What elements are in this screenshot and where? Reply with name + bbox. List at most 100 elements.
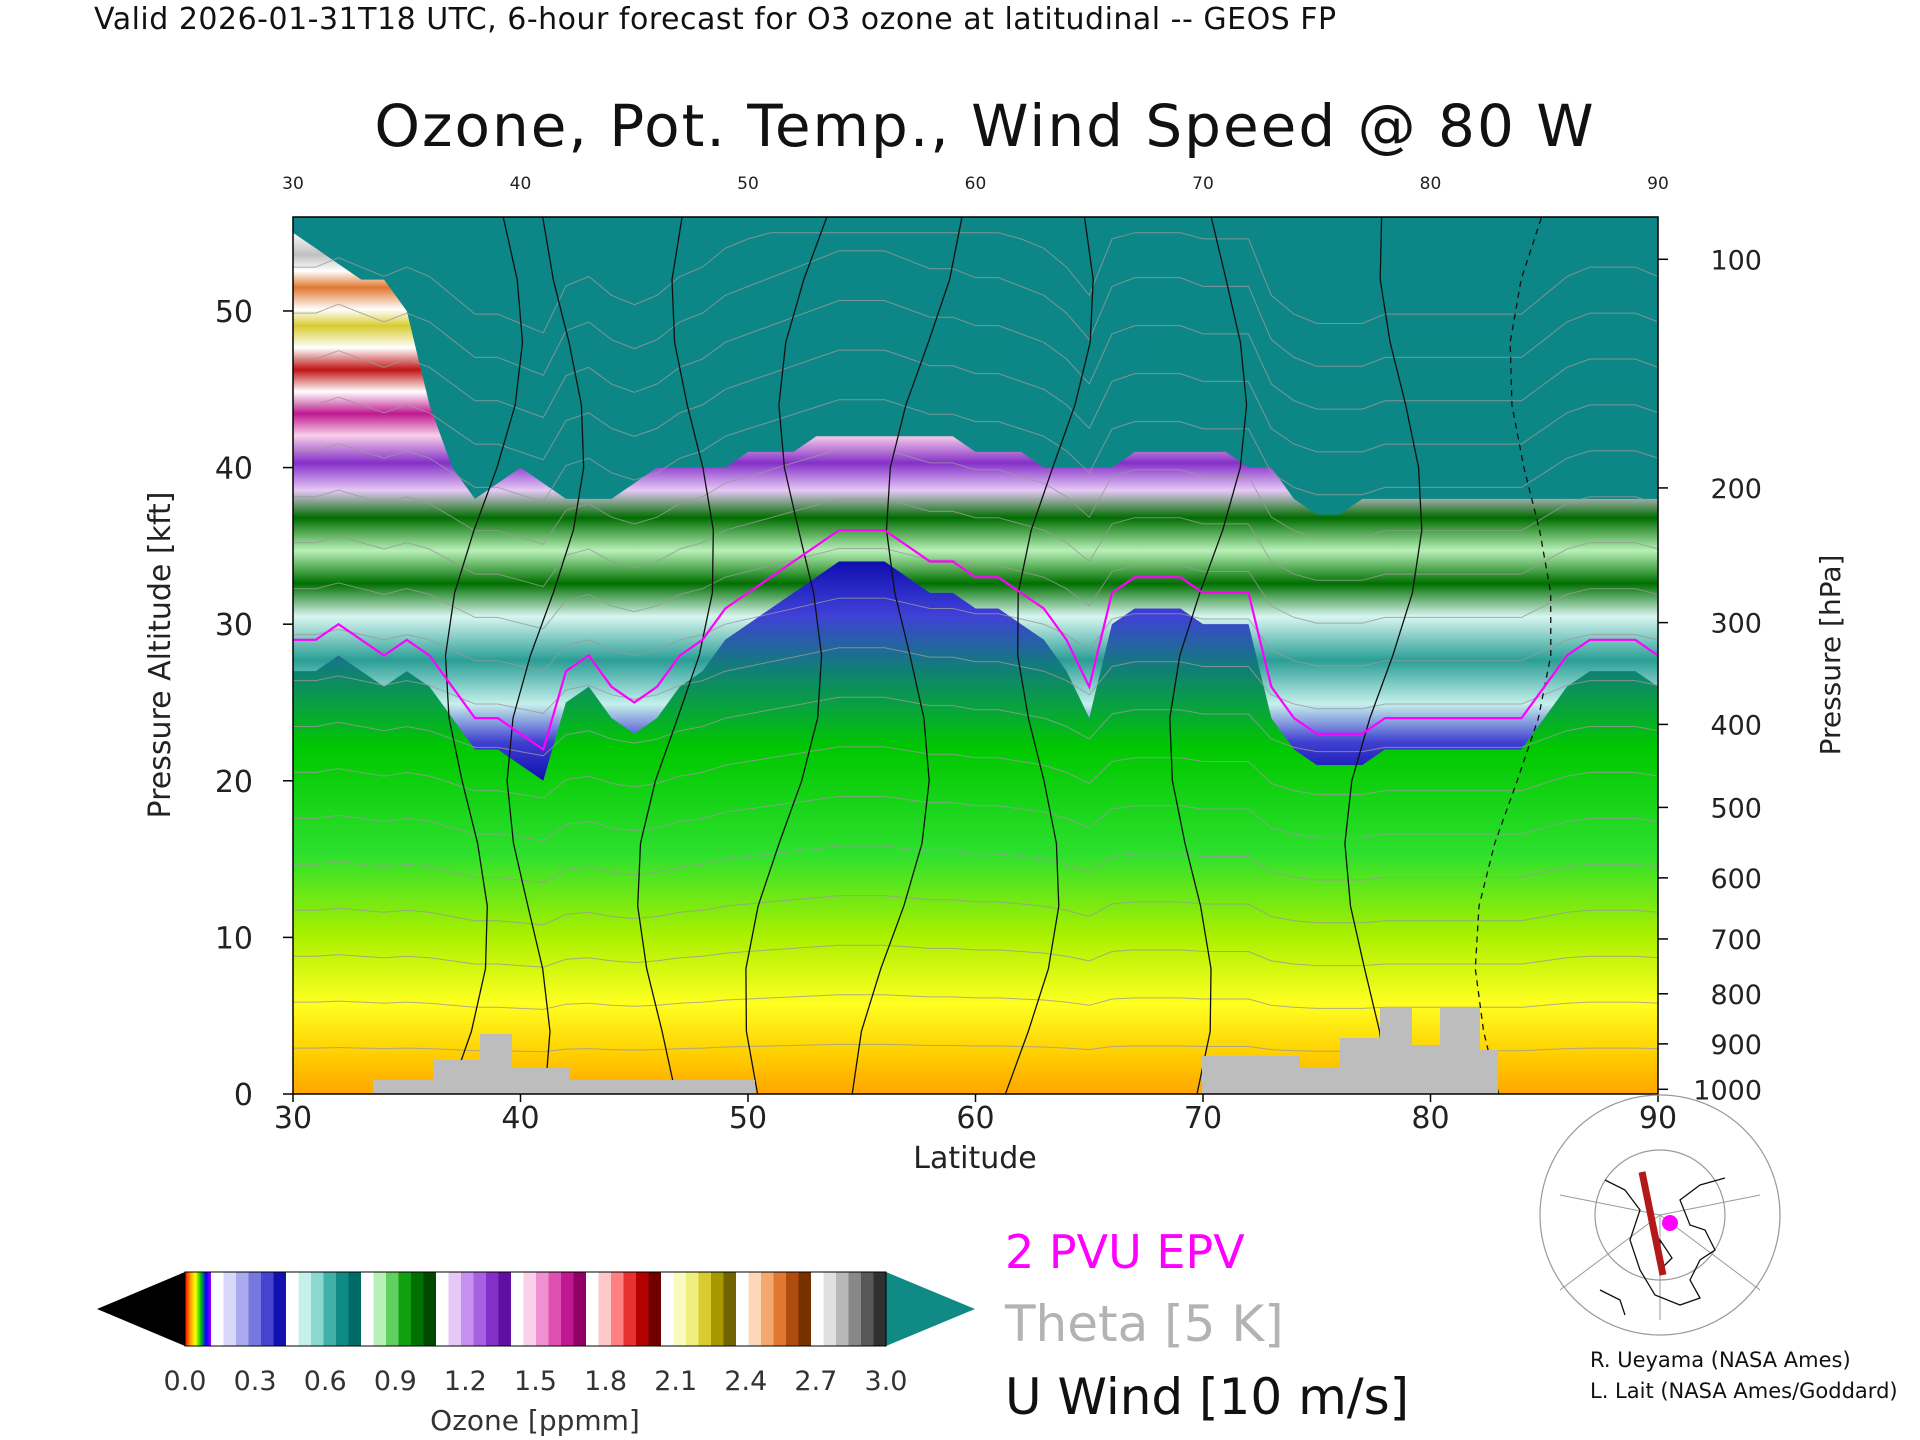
y-tick-label: 50 bbox=[215, 295, 253, 330]
colorbar-cell bbox=[786, 1272, 800, 1346]
colorbar-low-arrow bbox=[97, 1272, 185, 1346]
theta-contour-line bbox=[293, 597, 1658, 672]
colorbar-cell bbox=[536, 1272, 550, 1346]
pressure-tick-label: 200 bbox=[1710, 474, 1762, 505]
colorbar-cell bbox=[486, 1272, 500, 1346]
u-wind-contour-line bbox=[745, 217, 828, 1094]
colorbar-tick-label: 2.4 bbox=[724, 1366, 767, 1397]
x-top-tick-label: 30 bbox=[282, 174, 304, 194]
y-tick-label: 40 bbox=[215, 452, 253, 487]
colorbar-cell bbox=[248, 1272, 262, 1346]
theta-contour-line bbox=[293, 349, 1658, 461]
y-axis: 0 10 20 30 40 50 bbox=[215, 295, 293, 1113]
epv-2pvu-contour bbox=[293, 529, 1658, 752]
terrain-east bbox=[1202, 1008, 1498, 1094]
colorbar-cell bbox=[286, 1272, 300, 1346]
y-axis-label: Pressure Altitude [kft] bbox=[143, 492, 178, 819]
troposphere-ozone-band bbox=[293, 561, 1658, 1094]
colorbar-cell bbox=[698, 1272, 712, 1346]
colorbar-cell bbox=[873, 1272, 887, 1346]
colorbar-cell bbox=[836, 1272, 850, 1346]
colorbar-high-arrow bbox=[886, 1272, 975, 1346]
theta-contour-line bbox=[293, 647, 1658, 714]
x-axis: 30 40 50 60 70 80 90 bbox=[274, 1094, 1677, 1136]
pressure-tick-label: 900 bbox=[1710, 1030, 1762, 1061]
colorbar-cell bbox=[386, 1272, 400, 1346]
terrain-west bbox=[373, 1034, 755, 1094]
x-tick-label: 60 bbox=[956, 1101, 994, 1136]
theta-contour-line bbox=[293, 696, 1658, 757]
theta-contour-line bbox=[293, 994, 1658, 1010]
colorbar-cell bbox=[511, 1272, 525, 1346]
u-wind-contour-line bbox=[1004, 217, 1094, 1094]
colorbar-cell bbox=[261, 1272, 275, 1346]
colorbar-tick-label: 3.0 bbox=[865, 1366, 908, 1397]
credit-line-2: L. Lait (NASA Ames/Goddard) bbox=[1590, 1379, 1898, 1403]
stratosphere-ozone-band bbox=[293, 232, 1658, 781]
x-tick-label: 30 bbox=[274, 1101, 312, 1136]
colorbar-cell bbox=[373, 1272, 387, 1346]
x-tick-label: 40 bbox=[501, 1101, 539, 1136]
inset-meridian-4 bbox=[1659, 1194, 1761, 1216]
colorbar-cell bbox=[548, 1272, 562, 1346]
inset-section-line bbox=[1638, 1171, 1667, 1276]
location-inset-map bbox=[1539, 1094, 1781, 1336]
inset-meridian-1 bbox=[1559, 1214, 1661, 1291]
legend-theta: Theta [5 K] bbox=[1005, 1295, 1284, 1353]
colorbar-cell bbox=[736, 1272, 750, 1346]
colorbar-frame bbox=[184, 1271, 887, 1347]
colorbar-cell bbox=[636, 1272, 650, 1346]
colorbar-cell bbox=[573, 1272, 587, 1346]
inset-lat-circle-2 bbox=[1539, 1094, 1781, 1336]
colorbar-tick-label: 0.9 bbox=[374, 1366, 417, 1397]
theta-contour-line bbox=[293, 795, 1658, 841]
colorbar-cell bbox=[773, 1272, 787, 1346]
colorbar-cell bbox=[761, 1272, 775, 1346]
pressure-axis-label: Pressure [hPa] bbox=[1814, 555, 1847, 756]
colorbar-cell bbox=[223, 1272, 237, 1346]
colorbar-cell bbox=[273, 1272, 287, 1346]
colorbar-tick-label: 1.5 bbox=[514, 1366, 557, 1397]
pressure-axis: 100 200 300 400 500 600 700 800 900 1000 bbox=[1658, 245, 1762, 1106]
theta-contour-line bbox=[293, 746, 1658, 799]
colorbar-tick-label: 2.7 bbox=[794, 1366, 837, 1397]
x-top-tick-label: 50 bbox=[737, 174, 759, 194]
colorbar-cell bbox=[523, 1272, 537, 1346]
colorbar-cell bbox=[398, 1272, 412, 1346]
theta-contour-line bbox=[293, 845, 1658, 884]
colorbar-cell bbox=[861, 1272, 875, 1346]
x-tick-label: 70 bbox=[1184, 1101, 1222, 1136]
colorbar-cell bbox=[823, 1272, 837, 1346]
colorbar-cell bbox=[411, 1272, 425, 1346]
colorbar-label: Ozone [ppmm] bbox=[430, 1404, 640, 1437]
colorbar-cell bbox=[336, 1272, 350, 1346]
colorbar-cell bbox=[323, 1272, 337, 1346]
colorbar-tick-label: 0.6 bbox=[304, 1366, 347, 1397]
u-wind-contours bbox=[444, 217, 1552, 1094]
u-wind-contour-line bbox=[506, 217, 585, 1094]
colorbar-cell bbox=[298, 1272, 312, 1346]
u-wind-contour-line bbox=[1474, 217, 1552, 1094]
x-top-tick-label: 70 bbox=[1192, 174, 1214, 194]
x-top-axis: 30 40 50 60 70 80 90 bbox=[282, 174, 1669, 194]
plot-area bbox=[293, 217, 1658, 1094]
colorbar-tick-label: 1.2 bbox=[444, 1366, 487, 1397]
colorbar-tick-labels: 0.0 0.3 0.6 0.9 1.2 1.5 1.8 2.1 2.4 2.7 3.0 bbox=[164, 1366, 908, 1397]
inset-meridian-2 bbox=[1659, 1214, 1761, 1291]
y-tick-label: 0 bbox=[234, 1078, 253, 1113]
colorbar-cell bbox=[623, 1272, 637, 1346]
x-tick-label: 80 bbox=[1411, 1101, 1449, 1136]
colorbar-cell bbox=[473, 1272, 487, 1346]
colorbar-cell bbox=[648, 1272, 662, 1346]
colorbar-tick-label: 2.1 bbox=[654, 1366, 697, 1397]
x-tick-label: 50 bbox=[729, 1101, 767, 1136]
colorbar-cell bbox=[236, 1272, 250, 1346]
pressure-tick-label: 400 bbox=[1710, 710, 1762, 741]
colorbar-tick-label: 0.0 bbox=[164, 1366, 207, 1397]
theta-contours bbox=[293, 232, 1658, 1053]
colorbar-tick-label: 1.8 bbox=[584, 1366, 627, 1397]
theta-contour-line bbox=[293, 300, 1658, 419]
colorbar-cell bbox=[348, 1272, 362, 1346]
ozone-colorbar: 0.0 0.3 0.6 0.9 1.2 1.5 1.8 2.1 2.4 2.7 3.0 Ozone … bbox=[97, 1271, 975, 1437]
inset-location-dot bbox=[1662, 1215, 1678, 1231]
